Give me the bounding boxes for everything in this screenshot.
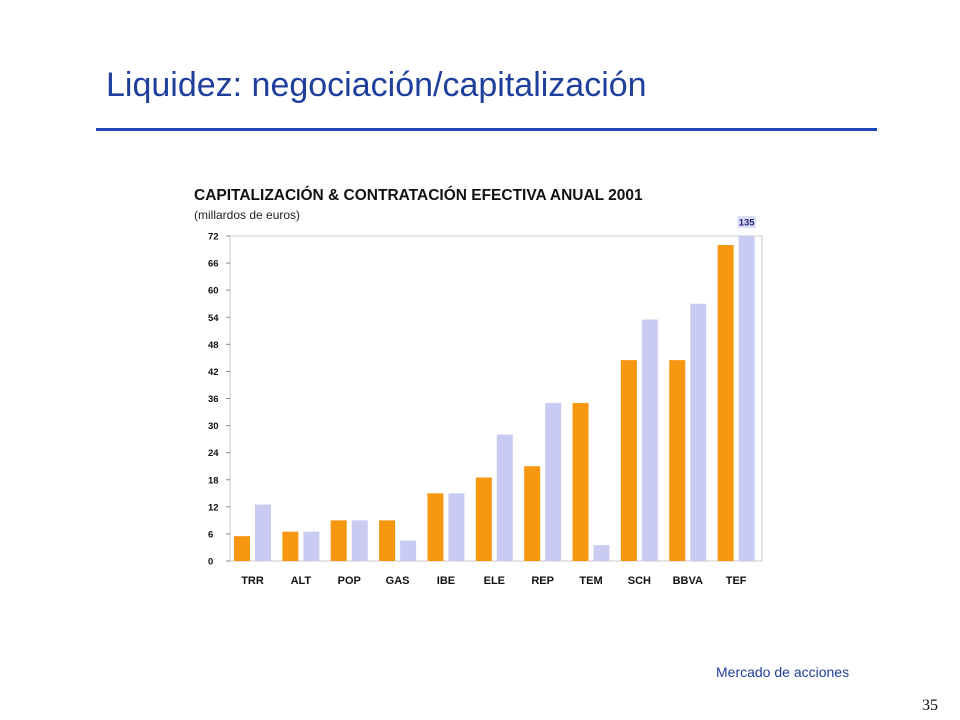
bar-gas-series-1 — [379, 520, 396, 561]
chart-svg: 0 6 12 18 24 30 36 42 48 54 60 66 72 TRR ALT POP GAS IBE E… — [208, 216, 763, 587]
y-tick-label: 24 — [208, 448, 219, 459]
bar-pop-series-2 — [351, 520, 368, 561]
y-tick-label: 54 — [208, 313, 219, 324]
bar-tem-series-2 — [593, 545, 610, 561]
y-tick-label: 6 — [208, 529, 213, 540]
title-rule — [96, 128, 877, 131]
x-category-label: TEF — [726, 575, 747, 587]
bar-sch-series-1 — [620, 360, 637, 561]
bar-rep-series-1 — [524, 466, 541, 561]
bar-alt-series-1 — [282, 531, 299, 561]
y-tick-label: 36 — [208, 394, 219, 405]
x-category-label: REP — [531, 575, 554, 587]
x-category-label: TRR — [241, 575, 264, 587]
y-tick-label: 66 — [208, 259, 219, 270]
x-category-label: SCH — [628, 575, 651, 587]
bar-ele-series-1 — [475, 477, 492, 561]
bar-sch-series-2 — [641, 319, 658, 561]
bar-tef-series-1 — [717, 245, 734, 561]
y-tick-label: 12 — [208, 502, 219, 513]
bar-bbva-series-2 — [690, 303, 707, 561]
chart: 0 6 12 18 24 30 36 42 48 54 60 66 72 TRR ALT POP GAS IBE E… — [188, 182, 772, 594]
chart-subtitle: (millardos de euros) — [194, 208, 301, 222]
y-tick-label: 72 — [208, 232, 219, 243]
y-tick-label: 60 — [208, 286, 219, 297]
bar-trr-series-1 — [234, 536, 250, 561]
x-category-label: TEM — [579, 575, 602, 587]
footer-note: Mercado de acciones — [716, 664, 850, 680]
x-category-label: BBVA — [673, 575, 703, 587]
data-label-bg — [737, 216, 756, 228]
bar-tem-series-1 — [572, 403, 589, 561]
slide-title: Liquidez: negociación/capitalización — [106, 66, 647, 104]
x-category-label: POP — [338, 575, 361, 587]
bar-ele-series-2 — [496, 434, 513, 561]
y-tick-label: 0 — [208, 557, 213, 568]
bar-trr-series-2 — [255, 504, 271, 561]
y-tick-label: 42 — [208, 367, 219, 378]
x-category-label: ALT — [291, 575, 312, 587]
x-category-label: IBE — [437, 575, 455, 587]
bar-ibe-series-2 — [448, 493, 465, 561]
chart-title: CAPITALIZACIÓN & CONTRATACIÓN EFECTIVA A… — [194, 187, 643, 204]
bar-bbva-series-1 — [669, 360, 686, 561]
page-number: 35 — [922, 697, 938, 714]
bar-tef-series-2 — [738, 236, 755, 561]
y-tick-label: 30 — [208, 421, 219, 432]
data-label: 135 — [739, 218, 756, 229]
bar-pop-series-1 — [330, 520, 347, 561]
bar-rep-series-2 — [545, 403, 562, 561]
bar-ibe-series-1 — [427, 493, 444, 561]
x-category-label: ELE — [484, 575, 505, 587]
bar-alt-series-2 — [303, 531, 320, 561]
y-tick-label: 48 — [208, 340, 219, 351]
bar-gas-series-2 — [400, 540, 417, 561]
y-tick-label: 18 — [208, 475, 219, 486]
x-category-label: GAS — [386, 575, 410, 587]
